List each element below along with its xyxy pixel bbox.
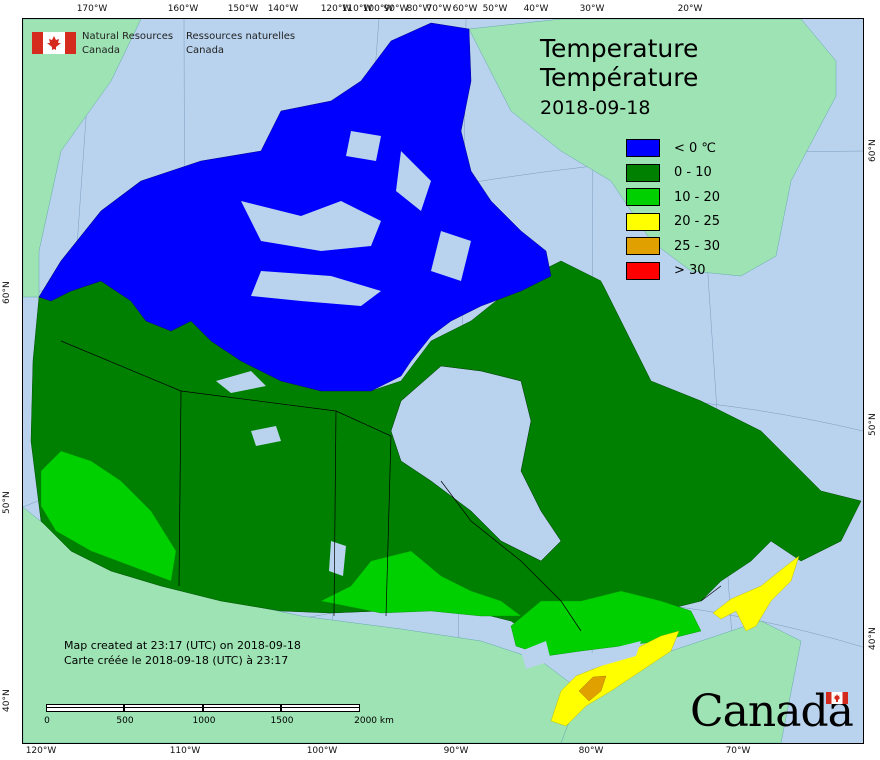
hudson-bay — [390, 365, 562, 562]
title-en: Temperature — [540, 34, 699, 63]
tick-label: 140°W — [267, 4, 299, 14]
map-title: Temperature Température 2018-09-18 — [540, 34, 698, 123]
tick-label: 100°W — [306, 746, 338, 756]
scale-label: 500 — [116, 716, 134, 726]
scale-label: 1500 — [270, 716, 294, 726]
canada-zone-20-25-ontario — [550, 630, 680, 727]
legend-item: 10 - 20 — [626, 185, 720, 210]
tick-label: 60°W — [452, 4, 478, 14]
tick-label: 120°W — [320, 4, 352, 14]
title-fr: Température — [540, 63, 699, 92]
arctic-channels — [241, 131, 471, 306]
tick-label: 70°W — [426, 4, 452, 14]
legend-label: 0 - 10 — [674, 165, 712, 181]
tick-label: 110°W — [169, 746, 201, 756]
legend-label: 10 - 20 — [674, 189, 721, 205]
map-credit: Map created at 23:17 (UTC) on 2018-09-18… — [64, 638, 301, 668]
tick-label: 50°N — [2, 491, 12, 514]
tick-label: 80°W — [406, 4, 432, 14]
legend-label: 20 - 25 — [674, 214, 721, 230]
tick-label: 40°W — [523, 4, 549, 14]
tick-label: 170°W — [76, 4, 108, 14]
scale-label: 2000 km — [354, 716, 394, 726]
scale-segment — [281, 704, 360, 712]
scale-label: 0 — [44, 716, 50, 726]
agency-name-fr-line2: Canada — [186, 45, 225, 56]
tick-label: 120°W — [25, 746, 57, 756]
credit-en: Map created at 23:17 (UTC) on 2018-09-18 — [64, 639, 301, 652]
legend-item: 25 - 30 — [626, 234, 720, 259]
tick-label: 50°N — [868, 413, 878, 436]
tick-label: 20°W — [677, 4, 703, 14]
legend-swatch — [626, 237, 660, 256]
scale-segment — [46, 704, 124, 712]
labrador-sea-cut — [601, 251, 701, 371]
alaska-landmass — [23, 19, 142, 298]
map-canvas — [23, 19, 863, 743]
canada-zone-10-20-prairies — [320, 550, 522, 617]
legend-item: > 30 — [626, 259, 720, 284]
scale-bar — [46, 704, 360, 714]
tick-label: 90°W — [443, 746, 469, 756]
legend-swatch — [626, 261, 660, 280]
legend-item: 0 - 10 — [626, 161, 720, 186]
wordmark-flag-icon — [826, 692, 848, 704]
canada-flag-icon — [32, 32, 76, 54]
tick-label: 110°W — [341, 4, 373, 14]
legend: < 0 ℃ 0 - 10 10 - 20 20 - 25 25 - 30 > 3… — [626, 136, 720, 283]
legend-swatch — [626, 212, 660, 231]
provincial-boundaries — [60, 340, 722, 632]
legend-label: > 30 — [674, 263, 706, 279]
credit-fr: Carte créée le 2018-09-18 (UTC) à 23:17 — [64, 654, 289, 667]
tick-label: 50°W — [482, 4, 508, 14]
legend-label: 25 - 30 — [674, 238, 721, 254]
agency-name-en-line1: Natural Resources — [82, 31, 174, 42]
tick-label: 30°W — [579, 4, 605, 14]
canada-zone-below-0 — [38, 22, 552, 392]
tick-label: 40°N — [868, 627, 878, 650]
tick-label: 100°W — [362, 4, 394, 14]
canada-zone-25-30 — [578, 675, 607, 702]
legend-swatch — [626, 139, 660, 158]
canada-zone-20-25-maritimes — [712, 555, 800, 632]
legend-swatch — [626, 188, 660, 207]
tick-label: 60°N — [868, 139, 878, 162]
temperature-map — [22, 18, 864, 744]
tick-label: 160°W — [167, 4, 199, 14]
legend-item: < 0 ℃ — [626, 136, 720, 161]
tick-label: 150°W — [227, 4, 259, 14]
agency-name-fr-line1: Ressources naturelles — [186, 31, 296, 42]
canada-zone-10-20-west — [40, 450, 177, 582]
tick-label: 40°N — [2, 689, 12, 712]
tick-label: 80°W — [578, 746, 604, 756]
tick-label: 70°W — [725, 746, 751, 756]
scale-segment — [203, 704, 281, 712]
map-date: 2018-09-18 — [540, 97, 651, 119]
scale-segment — [124, 704, 203, 712]
scale-label: 1000 — [192, 716, 216, 726]
tick-label: 90°W — [383, 4, 409, 14]
agency-name-en-line2: Canada — [82, 45, 121, 56]
tick-label: 60°N — [2, 281, 12, 304]
legend-swatch — [626, 163, 660, 182]
lakes — [216, 371, 641, 676]
legend-item: 20 - 25 — [626, 210, 720, 235]
legend-label: < 0 ℃ — [674, 140, 717, 156]
